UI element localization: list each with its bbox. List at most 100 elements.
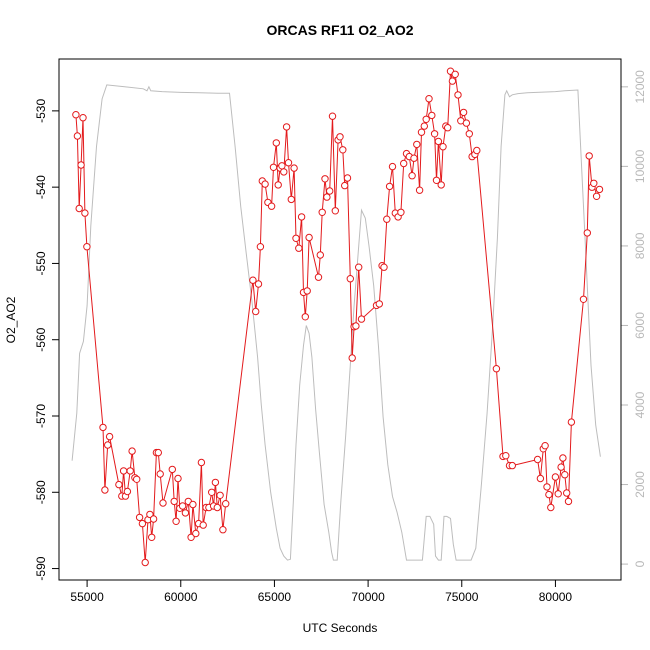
y2-tick-label-6: 12000 <box>633 70 647 104</box>
series-0-point-119 <box>428 111 436 120</box>
series-0-point-85 <box>328 112 337 120</box>
series-0-point-155 <box>563 489 571 497</box>
series-0-point-138 <box>492 365 501 373</box>
series-0-point-40 <box>189 500 197 509</box>
series-0-point-97 <box>357 315 366 323</box>
y-tick-label-2: -570 <box>34 404 48 428</box>
series-0-point-132 <box>459 108 468 117</box>
series-0-point-61 <box>267 202 276 210</box>
series-0-point-53 <box>222 500 230 508</box>
y-tick-label-4: -550 <box>34 251 48 275</box>
series-0-point-117 <box>422 115 430 124</box>
series-0-point-99 <box>375 300 383 308</box>
series-0-point-151 <box>554 490 562 498</box>
series-0-point-143 <box>533 455 542 464</box>
series-0-point-2 <box>75 204 83 213</box>
series-0-point-95 <box>352 322 360 330</box>
y-tick-label-1: -580 <box>34 480 48 504</box>
series-0-point-52 <box>219 526 227 534</box>
series-0-point-72 <box>292 234 300 243</box>
series-0-point-54 <box>249 276 257 284</box>
series-0-point-126 <box>444 124 452 132</box>
y2-tick-label-0: 0 <box>633 560 647 567</box>
series-0-point-28 <box>154 448 163 457</box>
plot-frame <box>58 58 622 581</box>
series-0-point-148 <box>545 490 553 499</box>
series-0-point-157 <box>567 418 576 426</box>
series-0-point-16 <box>126 467 134 475</box>
y2-tick-label-3: 6000 <box>633 312 647 339</box>
series-0-point-15 <box>123 487 132 496</box>
series-0-point-84 <box>326 187 334 195</box>
series-0-point-6 <box>83 243 91 251</box>
series-0-point-25 <box>148 533 156 541</box>
series-0-point-128 <box>448 77 457 85</box>
series-0-point-51 <box>216 491 224 499</box>
series-1-line <box>71 84 601 561</box>
series-0-point-162 <box>590 179 598 188</box>
x-tick-label-2: 65000 <box>258 590 292 604</box>
series-0-point-164 <box>595 185 604 194</box>
series-0-point-89 <box>339 146 347 154</box>
y-tick-label-6: -530 <box>34 99 48 123</box>
series-0-point-68 <box>282 123 291 131</box>
series-0-point-57 <box>256 243 265 251</box>
series-0-point-32 <box>170 497 178 506</box>
series-0-point-160 <box>585 152 593 160</box>
x-tick-label-3: 70000 <box>351 590 385 604</box>
series-0-point-115 <box>417 128 426 136</box>
series-0-point-159 <box>583 229 591 237</box>
series-0-point-55 <box>252 307 260 316</box>
series-0-point-124 <box>439 143 447 151</box>
series-0-point-22 <box>141 558 149 567</box>
series-0-point-103 <box>385 182 394 191</box>
series-0-point-154 <box>561 471 569 479</box>
series-0-point-36 <box>178 502 187 510</box>
series-0-point-118 <box>425 95 433 103</box>
series-0-point-93 <box>348 354 356 362</box>
series-0-point-78 <box>305 233 313 242</box>
series-0-point-59 <box>261 180 269 188</box>
series-0-point-81 <box>318 208 326 217</box>
series-0-point-108 <box>400 159 408 168</box>
y2-tick-label-5: 10000 <box>633 149 647 183</box>
series-0-point-31 <box>168 465 177 474</box>
series-0-point-102 <box>383 215 391 223</box>
series-0-point-74 <box>297 213 306 221</box>
series-0-point-133 <box>462 119 471 127</box>
series-0-point-17 <box>128 447 136 455</box>
series-0-point-7 <box>99 423 107 432</box>
series-0-point-77 <box>303 287 311 295</box>
series-0-point-149 <box>547 503 555 512</box>
series-0-point-39 <box>187 533 195 541</box>
y-tick-label-3: -560 <box>34 327 48 351</box>
y2-tick-label-2: 4000 <box>633 391 647 418</box>
x-tick-label-1: 60000 <box>164 590 198 604</box>
series-0-point-1 <box>73 132 82 140</box>
y-axis-left: -590 -580 -570 -560 -550 -540 -530 <box>34 99 59 581</box>
series-0-point-86 <box>331 207 339 215</box>
series-0-point-163 <box>592 192 601 201</box>
series-0-point-134 <box>465 130 473 138</box>
series-0-point-114 <box>415 186 424 194</box>
series-0-point-121 <box>432 176 441 185</box>
series-0-point-104 <box>388 162 397 171</box>
series-0-point-50 <box>213 503 222 512</box>
series-0-point-11 <box>115 480 123 489</box>
series-0-point-156 <box>564 497 573 506</box>
series-0-point-64 <box>274 181 282 189</box>
series-0-point-69 <box>284 159 293 167</box>
series-0-point-5 <box>81 209 89 217</box>
series-0-point-56 <box>254 280 263 288</box>
series-0-point-82 <box>321 175 329 183</box>
series-0-point-37 <box>181 509 190 517</box>
series-0-point-66 <box>278 162 286 170</box>
series-0-point-91 <box>343 174 352 182</box>
y2-tick-label-1: 2000 <box>633 471 647 498</box>
series-0-point-20 <box>135 513 144 522</box>
series-0-point-129 <box>451 70 459 79</box>
series-0-point-90 <box>341 181 349 190</box>
x-tick-label-0: 55000 <box>70 590 104 604</box>
series-0-point-44 <box>199 521 207 529</box>
